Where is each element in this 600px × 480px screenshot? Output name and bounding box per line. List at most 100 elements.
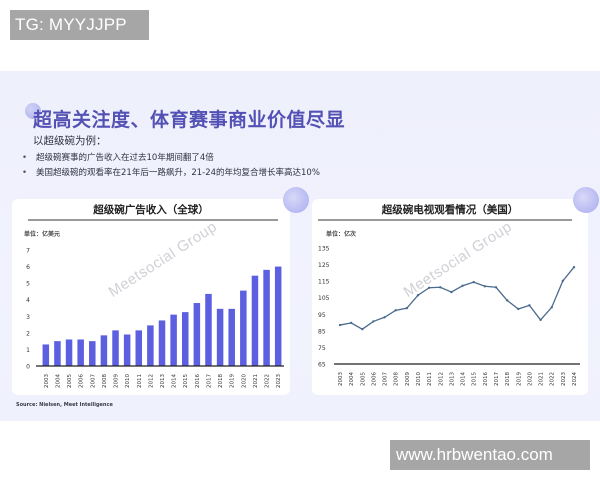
x-tick-label: 2021 [253,374,259,388]
x-tick-label: 2004 [55,374,61,388]
chart-title: 超级碗电视观看情况（美国） [381,204,519,216]
data-point [550,306,553,309]
y-tick-label: 5 [26,281,30,288]
data-point [383,316,386,319]
x-tick-label: 2012 [148,374,154,388]
x-tick-label: 2013 [449,372,455,386]
x-tick-label: 2012 [438,372,444,386]
decoration-ball [573,187,599,213]
slide-title: 超高关注度、体育赛事商业价值尽显 [33,109,346,131]
bar [274,266,282,366]
x-tick-label: 2008 [394,372,400,386]
x-tick-label: 2006 [371,372,377,386]
x-tick-label: 2022 [265,374,271,388]
data-point [539,318,542,322]
x-tick-label: 2006 [79,374,85,388]
x-tick-label: 2003 [44,374,50,388]
data-point [427,286,431,289]
x-tick-label: 2010 [416,372,422,386]
bar [216,308,224,366]
line-chart: 65 75 85 95 105 115 125 135 2003 2004 2005 2006 2007… [318,246,580,386]
bar [42,344,50,366]
bullet-list: • 超级碗赛事的广告收入在过去10年期间翻了4倍 • 美国超级碗的观看率在21年后一… [22,151,320,181]
data-point [461,284,464,287]
bullet-text: 美国超级碗的观看率在21年后一路飙升，21-24的年均复合增长率高达10% [36,168,320,178]
y-tick-label: 65 [318,362,326,369]
x-tick-label: 2023 [561,372,567,386]
data-point [483,285,487,288]
bullet-text: 超级碗赛事的广告收入在过去10年期间翻了4倍 [36,153,214,163]
x-tick-label: 2004 [349,372,355,386]
slide: 超高关注度、体育赛事商业价值尽显 以超级碗为例： • 超级碗赛事的广告收入在过去1… [0,71,600,421]
data-point [450,290,453,294]
decoration-ball [283,187,309,213]
y-tick-label: 7 [26,248,30,255]
chart-unit: 单位：亿次 [326,231,357,238]
bar [181,312,189,366]
y-tick-label: 125 [318,262,330,269]
x-tick-label: 2007 [383,372,389,386]
x-tick-label: 2016 [195,374,201,388]
x-tick-label: 2015 [472,372,478,386]
y-tick-label: 105 [318,295,330,302]
title-decoration-dot [25,103,41,119]
x-tick-label: 2020 [241,374,247,388]
data-point [472,280,475,284]
x-tick-label: 2018 [505,372,511,386]
data-point [416,294,420,297]
chart-title: 超级碗广告收入（全球） [93,204,209,216]
data-point [528,304,531,307]
bar-chart: 0 1 2 3 4 5 6 7 2003 2004 2005 2006 2007 2008 2009 2010… [26,248,284,388]
data-point [338,323,342,327]
bar [112,330,119,366]
x-tick-label: 2014 [461,372,467,386]
x-tick-label: 2020 [527,372,533,386]
bar [205,293,212,366]
source-note: Source: Nielsen, Meet Intelligence [16,402,113,408]
bar [89,341,96,366]
slide-intro: 以超级碗为例： [33,135,107,147]
data-point [561,279,565,283]
x-tick-label: 2009 [114,374,120,388]
bar [158,320,166,366]
data-point [372,320,375,323]
bar [147,325,154,366]
x-tick-label: 2019 [516,372,522,386]
bar [77,339,84,366]
y-tick-label: 135 [318,246,330,253]
data-point [405,306,409,310]
bullet-item: • 美国超级碗的观看率在21年后一路飙升，21-24的年均复合增长率高达10% [22,166,320,181]
x-tick-label: 2013 [160,374,166,388]
bar [251,275,259,366]
watermark-bottom: www.hrbwentao.com [390,440,590,470]
watermark-top: TG: MYYJJPP [10,10,149,40]
x-tick-label: 2017 [494,372,500,386]
x-tick-label: 2007 [90,374,96,388]
bar [135,330,143,366]
data-point [494,286,498,289]
bar [54,341,61,366]
y-tick-label: 6 [26,264,30,271]
x-tick-label: 2017 [206,374,212,388]
tv-viewership-chart-card: 超级碗电视观看情况（美国） 单位：亿次 Meetsocial Group 65 7… [312,199,588,395]
x-tick-label: 2014 [172,374,178,388]
bar [193,303,201,366]
data-point [361,328,364,331]
x-tick-label: 2015 [183,374,189,388]
x-tick-label: 2019 [230,374,236,388]
bar [240,290,247,366]
data-point [505,299,509,302]
bar [100,335,108,366]
bar [228,308,235,366]
y-tick-label: 115 [318,279,330,286]
x-tick-label: 2005 [67,374,73,388]
bullet-icon: • [22,153,28,163]
x-tick-label: 2018 [218,374,224,388]
y-tick-label: 75 [318,345,326,352]
bullet-item: • 超级碗赛事的广告收入在过去10年期间翻了4倍 [22,151,320,166]
data-point [517,307,520,311]
x-tick-label: 2023 [276,374,282,388]
x-tick-label: 2011 [427,372,433,386]
bar [123,334,131,366]
